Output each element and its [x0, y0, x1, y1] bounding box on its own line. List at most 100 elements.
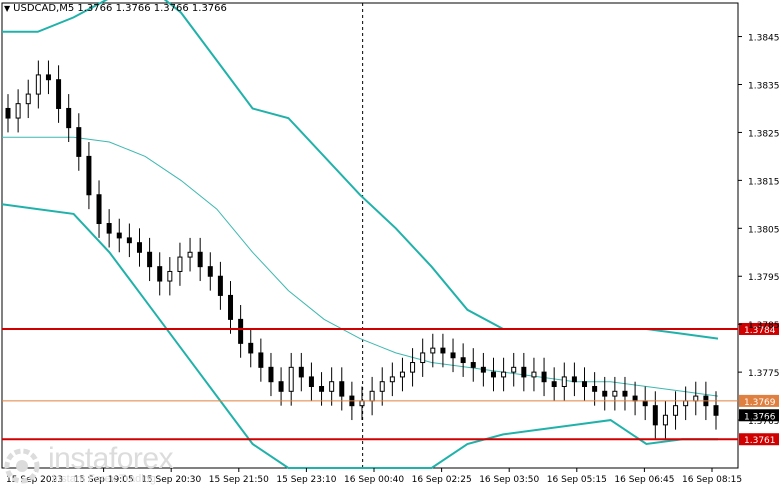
candle-body [288, 366, 294, 392]
y-tick-label: 1.3815 [748, 177, 780, 187]
candle-body [238, 318, 244, 344]
candle-body [490, 371, 496, 378]
x-tick-label: 16 Sep 05:15 [547, 475, 607, 485]
level-label-box [739, 322, 779, 335]
candle-body [207, 266, 213, 277]
candle-body [470, 362, 476, 368]
candle-body [410, 362, 416, 373]
candle-body [642, 400, 648, 407]
candle-body [66, 107, 72, 129]
candle-body [25, 93, 31, 105]
level-label-1.3761: 1.3761 [744, 436, 776, 446]
candle-body [592, 386, 598, 392]
candle-body [430, 347, 436, 354]
level-label-1.3784: 1.3784 [744, 326, 776, 336]
chart-header: ▼ USDCAD,M5 1.3766 1.3766 1.3766 1.3766 [4, 3, 227, 14]
x-tick-label: 15 Sep 23:10 [276, 475, 336, 485]
candle-body [420, 352, 426, 364]
x-tick-label: 16 Sep 02:25 [412, 475, 472, 485]
candle-body [713, 405, 719, 416]
collapse-triangle-icon[interactable]: ▼ [4, 4, 11, 13]
candle-body [389, 376, 395, 383]
candle-body [35, 74, 41, 95]
candle-body [5, 107, 11, 119]
candle-body [228, 294, 234, 320]
candle-body [460, 357, 466, 364]
candle-body [551, 381, 557, 388]
candle-body [561, 376, 567, 388]
candle-body [359, 400, 365, 407]
x-tick-label: 16 Sep 06:45 [614, 475, 674, 485]
candle-body [217, 275, 223, 296]
candle-body [45, 74, 51, 81]
candle-body [177, 256, 183, 272]
candle-body [501, 371, 507, 378]
candle-body [248, 342, 254, 354]
candle-body [399, 371, 405, 378]
candle-body [106, 223, 112, 234]
level-label-1.3769: 1.3769 [744, 398, 776, 408]
watermark-tagline: Instant Forex Trading [52, 473, 156, 485]
candle-body [298, 366, 304, 378]
x-tick-label: 15 Sep 2023 [6, 475, 63, 485]
candle-body [521, 366, 527, 378]
current-price-box [739, 409, 779, 422]
candle-body [450, 352, 456, 359]
candle-body [693, 395, 699, 402]
candle-body [86, 155, 92, 196]
y-tick-label: 1.3845 [748, 34, 780, 44]
candle-body [268, 366, 274, 383]
current-price-label: 1.3766 [744, 412, 776, 422]
candle-body [632, 395, 638, 402]
symbol-line: USDCAD,M5 1.3766 1.3766 1.3766 1.3766 [13, 3, 227, 14]
candle-body [440, 347, 446, 354]
candle-body [116, 232, 122, 239]
candle-body [602, 390, 608, 397]
band-middle-line [2, 136, 719, 397]
candle-body [571, 376, 577, 383]
candle-body [278, 381, 284, 392]
y-tick-label: 1.3775 [748, 369, 780, 379]
candle-body [319, 386, 325, 392]
candle-body [480, 366, 486, 373]
candle-body [56, 79, 62, 109]
y-tick-label: 1.3795 [748, 273, 780, 283]
candle-body [308, 376, 314, 388]
candle-body [136, 242, 142, 253]
candle-body [652, 405, 658, 426]
candle-body [258, 352, 264, 368]
x-tick-label: 15 Sep 21:50 [209, 475, 269, 485]
candle-body [187, 251, 193, 258]
y-tick-label: 1.3825 [748, 129, 780, 139]
x-tick-label: 15 Sep 19:05 [74, 475, 134, 485]
candle-body [622, 390, 628, 397]
candle-body [662, 414, 668, 426]
candle-body [673, 405, 679, 416]
candle-body [197, 251, 203, 268]
candle-body [15, 103, 21, 119]
y-tick-label: 1.3805 [748, 225, 780, 235]
y-tick-label: 1.3785 [748, 321, 780, 331]
y-tick-label: 1.3835 [748, 81, 780, 91]
candle-body [379, 381, 385, 392]
x-tick-label: 16 Sep 08:15 [682, 475, 742, 485]
candle-body [147, 251, 153, 268]
band-lower-line [1, 203, 718, 469]
candle-body [612, 390, 618, 397]
watermark-brand: instaforex [48, 442, 174, 475]
candle-body [541, 371, 547, 383]
instaforex-logo-icon [4, 448, 40, 484]
candle-body [683, 400, 689, 407]
candle-body [96, 194, 102, 225]
candle-body [126, 237, 132, 244]
candle-body [76, 127, 82, 157]
candle-body [369, 390, 375, 402]
level-label-box [739, 394, 779, 407]
candle-body [511, 366, 517, 373]
x-tick-label: 16 Sep 00:40 [344, 475, 404, 485]
candle-body [339, 381, 345, 397]
y-tick-label: 1.3765 [748, 417, 780, 427]
candle-body [157, 266, 163, 282]
candle-body [582, 381, 588, 388]
